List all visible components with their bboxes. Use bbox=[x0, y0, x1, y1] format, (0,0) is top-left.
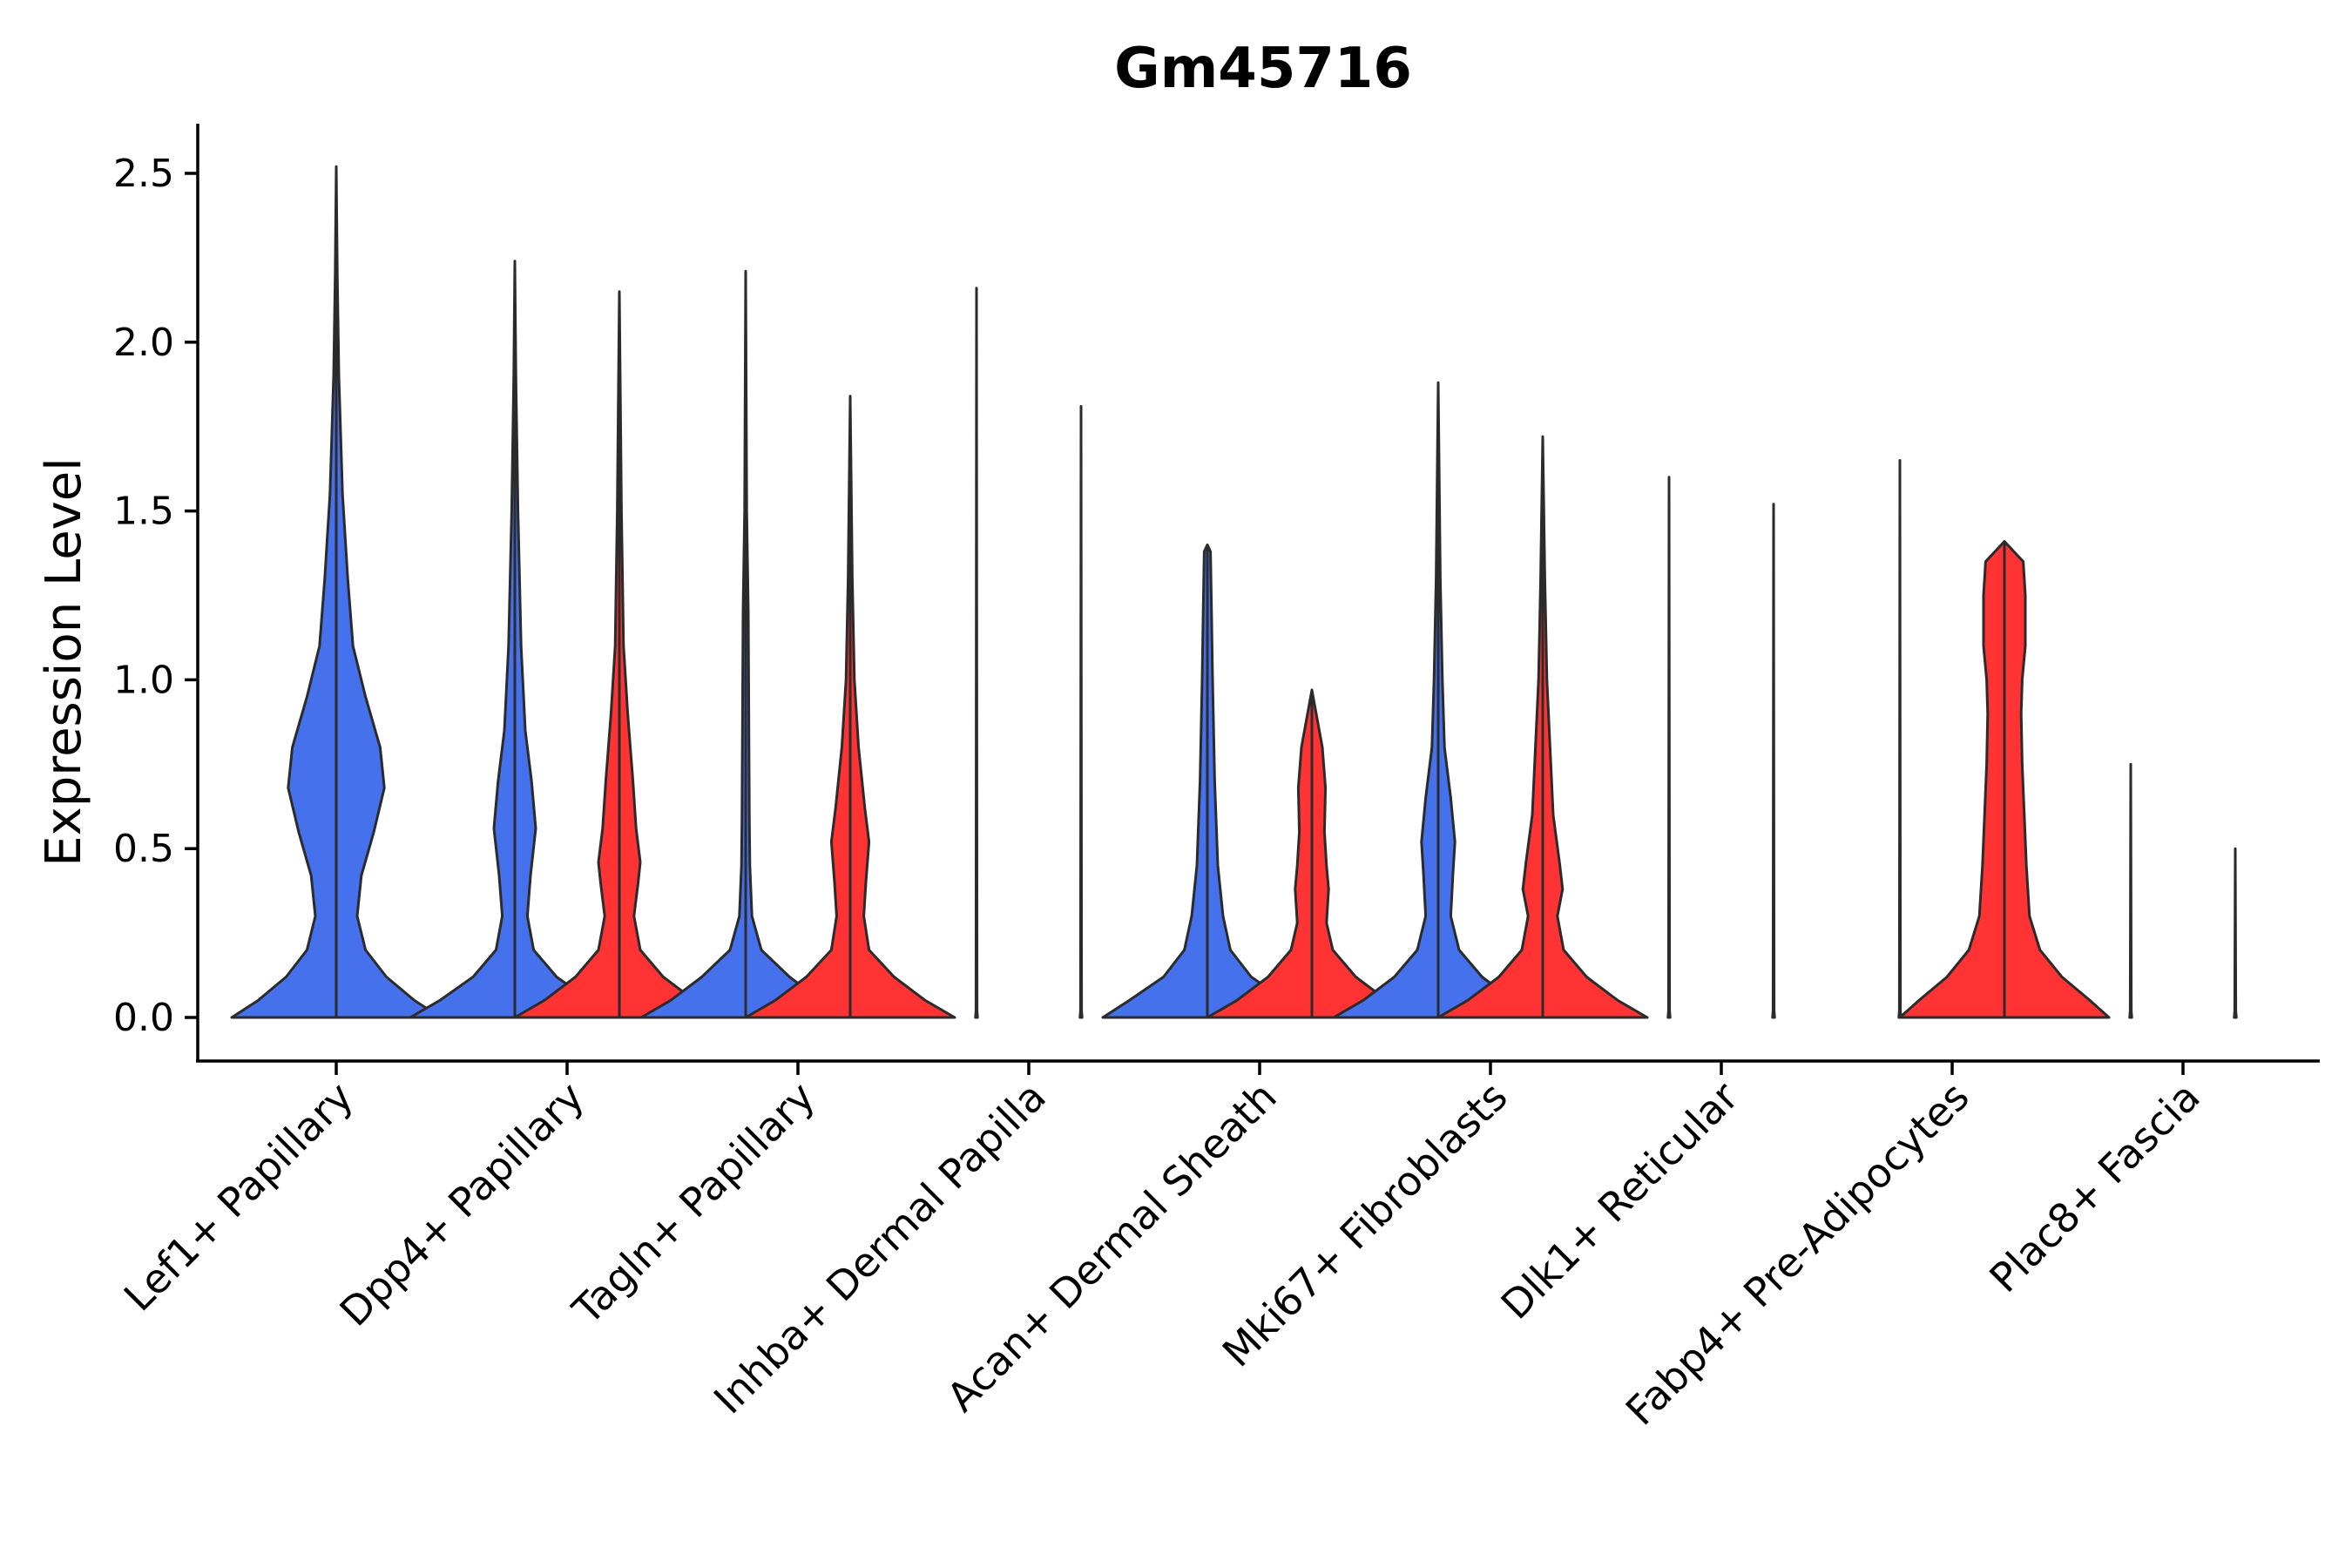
x-tick-label: Tagln+ Papillary bbox=[563, 1073, 824, 1335]
y-axis-label: Expression Level bbox=[36, 457, 92, 867]
x-tick-label: Plac8+ Fascia bbox=[1980, 1073, 2208, 1301]
y-tick-label: 0.0 bbox=[113, 996, 174, 1040]
chart-title: Gm45716 bbox=[1114, 37, 1412, 101]
axes bbox=[196, 124, 2320, 1063]
y-tick-label: 0.5 bbox=[113, 827, 174, 871]
x-tick-label: Dlk1+ Reticular bbox=[1492, 1073, 1747, 1328]
violins bbox=[230, 165, 2238, 1019]
y-axis-ticks: 0.0 0.5 1.0 1.5 2.0 2.5 bbox=[113, 152, 198, 1040]
y-tick-label: 1.5 bbox=[113, 490, 174, 534]
y-tick-label: 1.0 bbox=[113, 658, 174, 702]
x-tick-label: Lef1+ Papillary bbox=[115, 1073, 362, 1321]
y-tick-label: 2.0 bbox=[113, 321, 174, 365]
x-tick-label: Dpp4+ Papillary bbox=[331, 1073, 593, 1335]
y-tick-label: 2.5 bbox=[113, 152, 174, 196]
